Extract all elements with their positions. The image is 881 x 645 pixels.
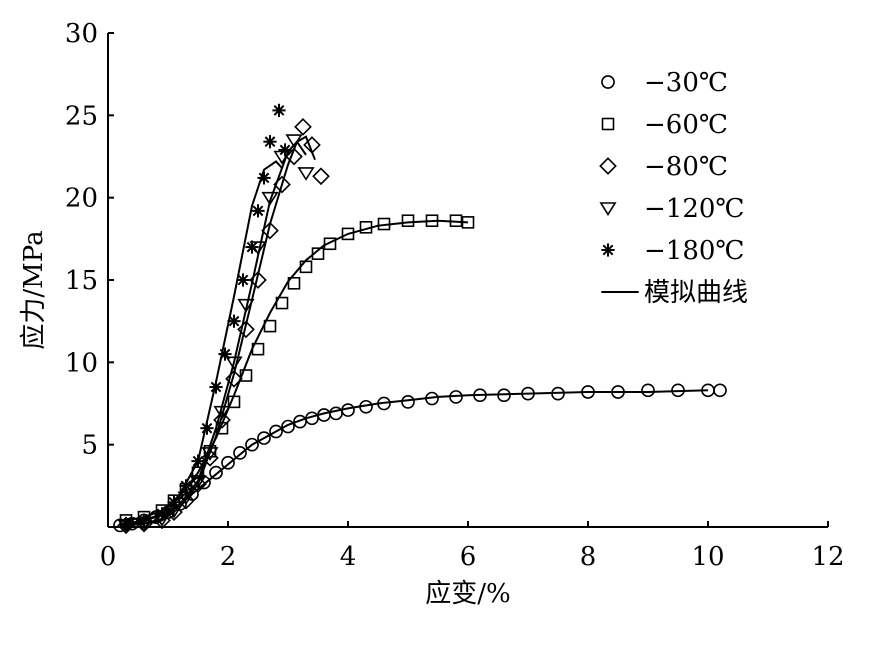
legend-label: −80℃	[644, 152, 728, 182]
asterisk-stroke	[237, 274, 249, 286]
data-marks	[113, 103, 727, 535]
data-point	[294, 118, 312, 136]
data-point	[263, 135, 277, 149]
data-point	[227, 314, 241, 328]
fit-curve	[125, 140, 307, 527]
data-point	[245, 240, 259, 254]
data-point	[323, 237, 337, 251]
data-point	[341, 227, 355, 241]
legend-item: 模拟曲线	[601, 278, 748, 308]
axes: 0 2 4 6 8 10 12 5 10 15 20 25 30	[65, 19, 845, 572]
legend-item: −30℃	[601, 68, 728, 98]
asterisk-stroke	[264, 136, 276, 148]
data-point	[239, 369, 253, 382]
x-tick-label: 2	[220, 542, 237, 572]
series-diamond	[117, 118, 330, 535]
data-point	[299, 260, 313, 274]
data-point	[237, 320, 255, 339]
data-point	[297, 167, 315, 181]
asterisk-stroke	[228, 315, 240, 327]
x-axis-label: 应变/%	[425, 579, 510, 609]
data-point	[287, 276, 301, 290]
y-tick-label: 5	[81, 431, 98, 461]
legend-label: −180℃	[644, 236, 745, 266]
fit-curve	[125, 219, 469, 522]
x-tick-label: 8	[580, 542, 597, 572]
data-point	[713, 383, 727, 398]
data-point	[236, 273, 250, 287]
legend-item: −180℃	[601, 236, 745, 266]
data-point	[209, 380, 223, 394]
asterisk-stroke	[602, 244, 614, 256]
data-point	[261, 191, 279, 206]
y-axis-label: 应力/MPa	[19, 230, 49, 349]
data-point	[213, 411, 231, 429]
data-point	[237, 298, 255, 313]
data-point	[225, 369, 243, 388]
asterisk-stroke	[279, 144, 291, 156]
x-tick-label: 12	[811, 542, 844, 572]
legend-label: −30℃	[644, 68, 728, 98]
data-point	[209, 465, 223, 480]
legend-symbol	[599, 157, 617, 175]
data-point	[251, 204, 265, 218]
series-triangle-down	[117, 134, 315, 534]
legend: −30℃ −60℃ −80℃ −120℃ −180℃ 模拟曲线	[599, 68, 748, 308]
data-point	[189, 475, 207, 489]
data-point	[401, 214, 415, 228]
data-point	[641, 383, 655, 398]
y-tick-label: 15	[65, 266, 98, 296]
data-point	[281, 419, 295, 434]
y-tick-label: 10	[65, 348, 98, 378]
data-point	[269, 424, 283, 439]
series-line	[119, 135, 709, 527]
legend-item: −120℃	[599, 194, 745, 224]
legend-symbol	[601, 75, 615, 89]
asterisk-stroke	[252, 205, 264, 217]
x-tick-label: 10	[691, 542, 724, 572]
x-tick-label: 6	[460, 542, 477, 572]
x-tick-label: 4	[340, 542, 357, 572]
asterisk-stroke	[273, 105, 285, 116]
legend-symbol	[601, 117, 615, 131]
fit-curve	[125, 160, 283, 525]
legend-label: −60℃	[644, 110, 728, 140]
data-point	[257, 431, 271, 445]
data-point	[233, 446, 247, 460]
data-point	[189, 475, 207, 494]
legend-symbol	[601, 243, 615, 257]
asterisk-stroke	[246, 241, 258, 253]
data-point	[272, 103, 286, 117]
legend-label: 模拟曲线	[644, 278, 748, 308]
y-tick-label: 25	[65, 101, 98, 131]
series-square	[119, 214, 475, 527]
legend-item: −80℃	[599, 152, 728, 182]
legend-label: −120℃	[644, 194, 745, 224]
legend-symbol	[599, 202, 617, 216]
data-point	[245, 437, 259, 452]
data-point	[221, 455, 235, 470]
data-point	[312, 167, 330, 186]
data-point	[201, 449, 219, 467]
asterisk-stroke	[210, 381, 222, 393]
fit-curve	[125, 135, 316, 527]
data-point	[401, 395, 415, 409]
x-tick-label: 0	[100, 542, 117, 572]
y-tick-label: 30	[65, 19, 98, 49]
y-tick-label: 20	[65, 184, 98, 214]
legend-item: −60℃	[601, 110, 728, 140]
data-point	[177, 491, 195, 510]
